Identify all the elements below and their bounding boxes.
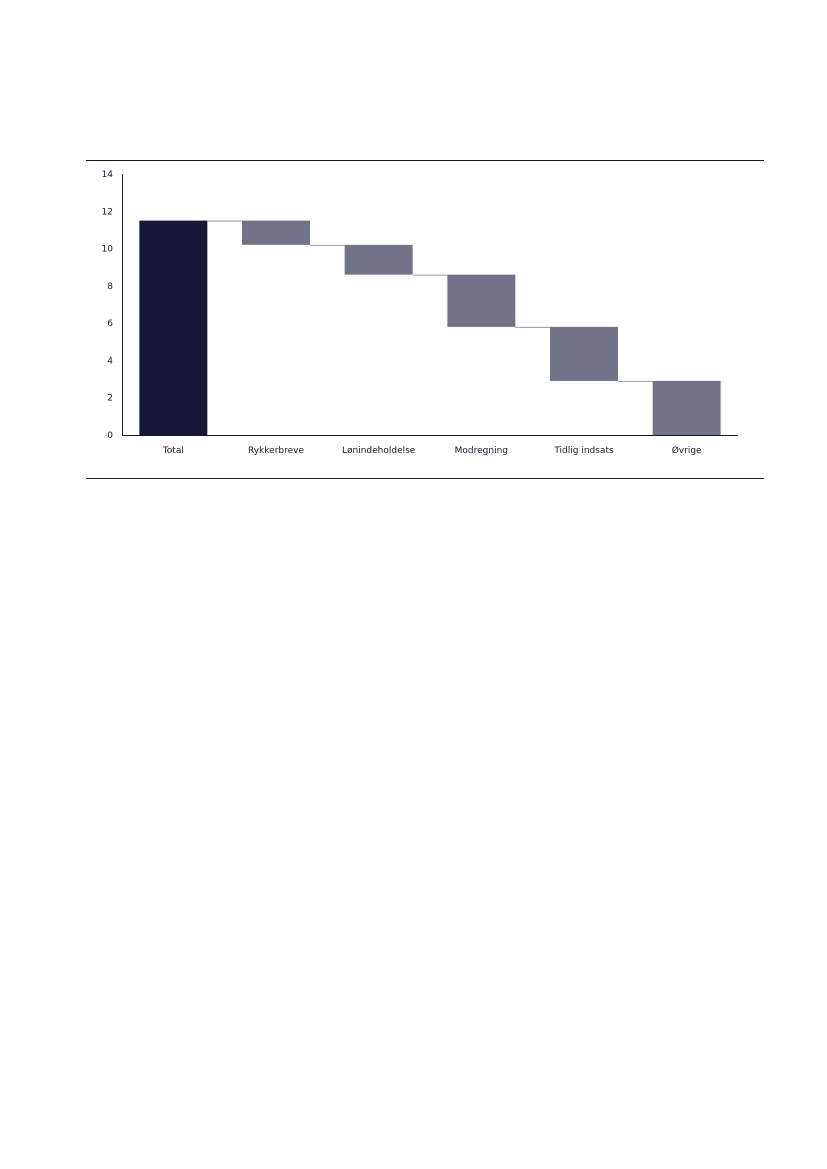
y-tick-label: 12 [102, 207, 113, 217]
x-tick-label: Modregning [455, 446, 508, 456]
y-tick-label: 4 [107, 356, 113, 366]
y-tick-labels: 0 2 4 6 8 10 12 14 [102, 170, 114, 441]
y-tick-label: 10 [102, 245, 114, 255]
x-tick-label: Total [162, 446, 184, 456]
top-rule [86, 160, 764, 161]
y-tick-label: 14 [102, 170, 114, 180]
axes-group [122, 174, 738, 436]
x-tick-labels: Total Rykkerbreve Lønindeholdelse Modregnin… [162, 445, 702, 456]
bar-tidlig-indsats [550, 326, 618, 381]
bottom-rule [86, 478, 764, 479]
bar-total [139, 220, 208, 435]
bar-øvrige [652, 380, 721, 435]
bars-group [139, 220, 721, 435]
x-tick-label: Øvrige [672, 445, 702, 456]
y-tick-label: 0 [107, 431, 113, 441]
x-tick-label: Rykkerbreve [248, 446, 305, 456]
y-tick-label: 2 [107, 394, 113, 404]
x-tick-label: Tidlig indsats [553, 446, 614, 456]
bar-lønindeholdelse [344, 244, 413, 275]
bar-modregning [447, 274, 516, 327]
y-tick-label: 6 [107, 319, 113, 329]
y-tick-label: 8 [107, 282, 113, 292]
connector-lines [207, 220, 653, 382]
bar-rykkerbreve [242, 220, 310, 245]
x-tick-label: Lønindeholdelse [342, 446, 416, 456]
